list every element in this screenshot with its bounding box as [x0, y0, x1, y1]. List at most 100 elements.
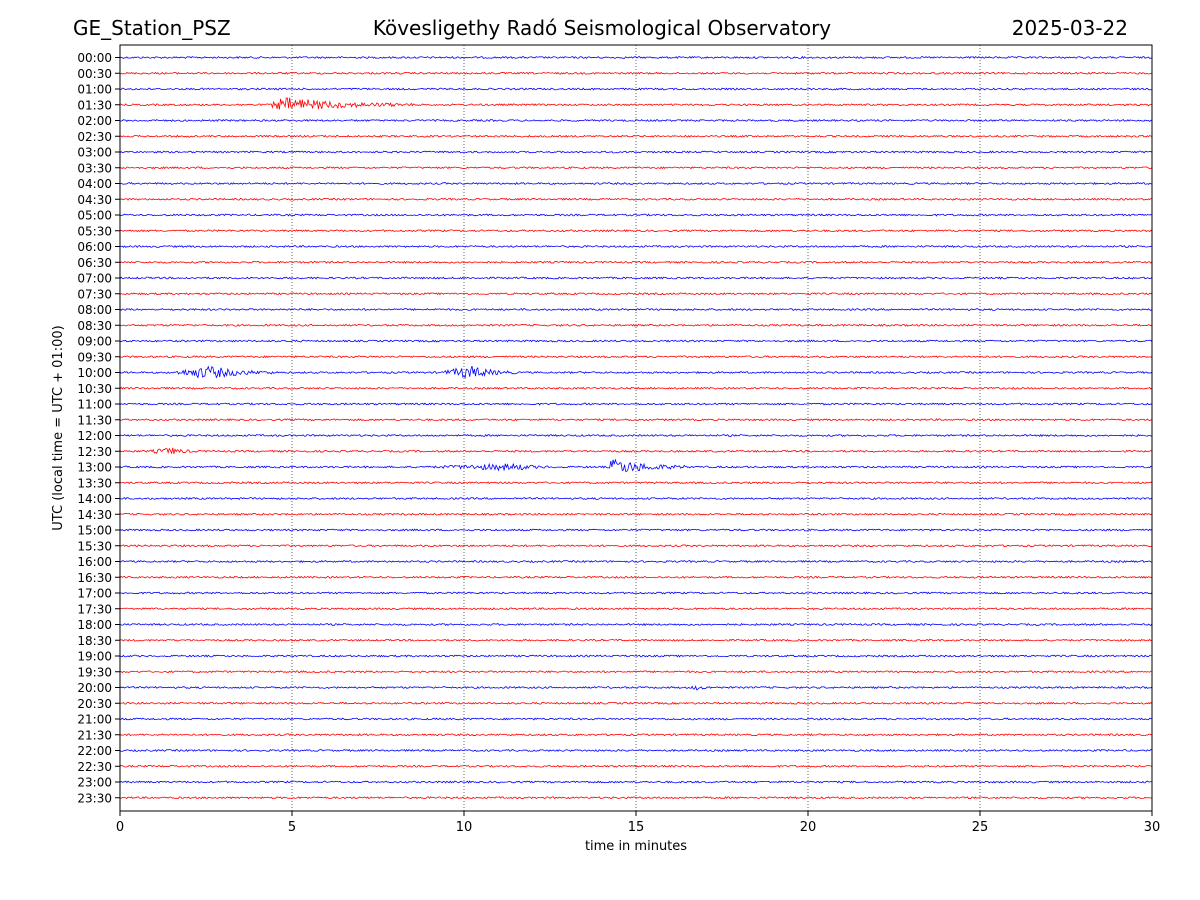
y-tick-label: 22:00 [77, 744, 112, 758]
trace-1200 [119, 433, 1153, 438]
y-tick-label: 05:30 [77, 224, 112, 238]
plot-area [120, 45, 1152, 811]
trace-1800 [119, 622, 1153, 627]
y-tick-label: 13:00 [77, 461, 112, 475]
trace-0130 [119, 97, 1153, 110]
y-tick-label: 23:30 [77, 791, 112, 805]
y-tick-label: 20:30 [77, 697, 112, 711]
y-tick-label: 15:30 [77, 539, 112, 553]
x-tick-label: 5 [288, 820, 296, 835]
trace-0830 [119, 323, 1153, 327]
trace-1130 [119, 418, 1153, 422]
x-tick-label: 30 [1144, 820, 1161, 835]
plot-frame [119, 44, 1153, 812]
x-axis-ticks: 0 5 10 15 20 25 30 [116, 811, 1160, 835]
trace-2200 [119, 748, 1153, 753]
y-tick-label: 08:30 [77, 319, 112, 333]
y-tick-label: 04:30 [77, 193, 112, 207]
y-tick-label: 23:00 [77, 776, 112, 790]
trace-2030 [119, 701, 1153, 705]
trace-1900 [119, 654, 1153, 658]
trace-1430 [119, 512, 1153, 516]
y-tick-label: 03:00 [77, 146, 112, 160]
y-tick-label: 00:30 [77, 67, 112, 81]
y-tick-label: 01:30 [77, 98, 112, 112]
y-tick-label: 18:00 [77, 618, 112, 632]
trace-0400 [119, 181, 1153, 186]
y-tick-label: 09:00 [77, 335, 112, 349]
y-tick-label: 03:30 [77, 161, 112, 175]
trace-0900 [119, 339, 1153, 343]
trace-1330 [119, 481, 1153, 485]
trace-0330 [119, 166, 1153, 170]
trace-1700 [119, 591, 1153, 595]
trace-0730 [119, 292, 1153, 296]
trace-0600 [119, 244, 1153, 249]
trace-0100 [119, 87, 1153, 91]
x-tick-label: 10 [456, 820, 473, 835]
y-tick-label: 17:00 [77, 587, 112, 601]
y-tick-label: 16:30 [77, 571, 112, 585]
observatory-title: Kövesligethy Radó Seismological Observat… [373, 16, 831, 40]
trace-0030 [119, 71, 1153, 75]
trace-1630 [119, 575, 1153, 579]
trace-0500 [119, 213, 1153, 217]
y-tick-label: 12:30 [77, 445, 112, 459]
y-tick-label: 01:00 [77, 83, 112, 97]
trace-1730 [119, 607, 1153, 611]
trace-2330 [119, 796, 1153, 800]
trace-1530 [119, 544, 1153, 548]
y-tick-label: 19:30 [77, 665, 112, 679]
y-tick-label: 15:00 [77, 524, 112, 538]
y-tick-label: 08:00 [77, 303, 112, 317]
x-tick-label: 25 [972, 820, 989, 835]
trace-1100 [119, 402, 1153, 406]
trace-1000 [119, 365, 1153, 380]
trace-0800 [119, 307, 1153, 312]
trace-2000 [119, 685, 1153, 691]
trace-0430 [119, 197, 1153, 201]
trace-2230 [119, 764, 1153, 768]
trace-1030 [119, 386, 1153, 390]
seismic-traces [119, 55, 1153, 800]
trace-2300 [119, 780, 1153, 784]
y-tick-label: 02:00 [77, 114, 112, 128]
trace-0000 [119, 55, 1153, 60]
y-tick-label: 21:00 [77, 713, 112, 727]
y-tick-label: 04:00 [77, 177, 112, 191]
y-tick-label: 02:30 [77, 130, 112, 144]
y-tick-label: 07:30 [77, 287, 112, 301]
y-tick-label: 10:00 [77, 366, 112, 380]
trace-1230 [119, 447, 1153, 455]
y-tick-label: 05:00 [77, 209, 112, 223]
y-tick-label: 14:30 [77, 508, 112, 522]
y-tick-label: 00:00 [77, 51, 112, 65]
y-tick-label: 09:30 [77, 350, 112, 364]
y-tick-label: 10:30 [77, 382, 112, 396]
trace-1300 [119, 458, 1153, 472]
y-tick-label: 12:00 [77, 429, 112, 443]
trace-1830 [119, 638, 1153, 642]
station-title: GE_Station_PSZ [73, 16, 231, 40]
x-tick-label: 0 [116, 820, 124, 835]
y-axis-label: UTC (local time = UTC + 01:00) [51, 325, 66, 530]
trace-0230 [119, 134, 1153, 138]
y-tick-label: 22:30 [77, 760, 112, 774]
trace-1600 [119, 559, 1153, 564]
trace-1930 [119, 670, 1153, 674]
y-tick-label: 20:00 [77, 681, 112, 695]
trace-0930 [119, 355, 1153, 359]
y-tick-label: 19:00 [77, 650, 112, 664]
y-tick-label: 14:00 [77, 492, 112, 506]
trace-0200 [119, 118, 1153, 123]
y-tick-label: 06:00 [77, 240, 112, 254]
y-tick-label: 11:00 [77, 398, 112, 412]
trace-1500 [119, 528, 1153, 532]
trace-0530 [119, 229, 1153, 233]
x-tick-label: 15 [628, 820, 645, 835]
trace-0700 [119, 276, 1153, 280]
y-tick-label: 17:30 [77, 602, 112, 616]
x-tick-label: 20 [800, 820, 817, 835]
